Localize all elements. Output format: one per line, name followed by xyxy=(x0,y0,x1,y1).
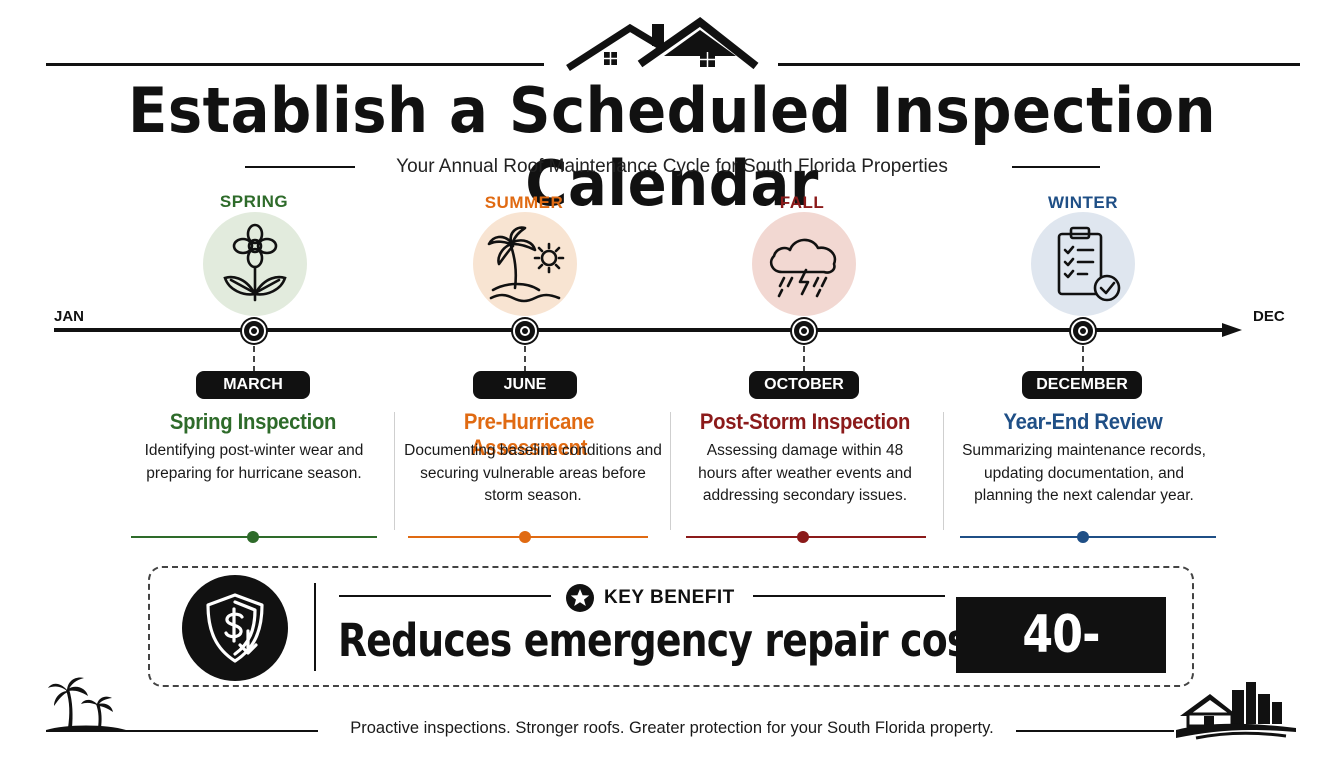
stage-underline-dot-spring xyxy=(247,531,259,543)
stage-underline-dot-summer xyxy=(519,531,531,543)
column-divider xyxy=(943,412,944,530)
stage-description-spring: Identifying post-winter wear and prepari… xyxy=(144,442,364,482)
page-subtitle: Your Annual Roof Maintenance Cycle for S… xyxy=(396,156,948,177)
flower-icon xyxy=(203,212,307,316)
stage-title-winter: Year-End Review xyxy=(1003,409,1163,434)
key-benefit-text: KEY BENEFIT xyxy=(604,587,735,608)
footer-rule-left xyxy=(46,730,318,732)
timeline-node-october xyxy=(792,319,816,343)
benefit-value: 40-60% xyxy=(956,597,1166,741)
stage-title-fall: Post-Storm Inspection xyxy=(699,409,911,434)
timeline-end-label: DEC xyxy=(1253,308,1285,325)
month-badge-march: MARCH xyxy=(196,371,310,399)
storm-cloud-icon xyxy=(752,212,856,316)
palm-tree-sun-icon xyxy=(473,212,577,316)
timeline-node-march xyxy=(242,319,266,343)
page-title: Establish a Scheduled Inspection Calenda… xyxy=(127,74,1217,220)
key-benefit-label: KEY BENEFIT xyxy=(566,584,735,612)
season-label-summer: SUMMER xyxy=(484,193,564,212)
timeline-axis xyxy=(54,321,1244,339)
stage-title-spring: Spring Inspection xyxy=(169,409,337,434)
connector-june xyxy=(524,346,526,372)
timeline-node-december xyxy=(1071,319,1095,343)
stage-description-fall: Assessing damage within 48 hours after w… xyxy=(698,442,912,504)
stage-title-summer: Pre-Hurricane Assessment xyxy=(463,409,595,460)
key-benefit-panel xyxy=(148,566,1194,687)
subtitle-rule-right xyxy=(1012,166,1100,168)
benefit-rule-left xyxy=(339,595,551,597)
house-skyline-icon xyxy=(1176,680,1296,742)
header-rule-right xyxy=(778,63,1300,66)
stage-underline-dot-winter xyxy=(1077,531,1089,543)
benefit-statement: Reduces emergency repair costs by xyxy=(338,614,1071,667)
month-badge-october: OCTOBER xyxy=(749,371,859,399)
star-badge-icon xyxy=(566,584,594,612)
subtitle-rule-left xyxy=(245,166,355,168)
benefit-divider xyxy=(314,583,316,671)
month-badge-december: DECEMBER xyxy=(1022,371,1142,399)
timeline-start-label: JAN xyxy=(54,308,85,325)
season-label-spring: SPRING xyxy=(219,192,289,211)
footer-rule-right xyxy=(1016,730,1174,732)
clipboard-check-icon xyxy=(1031,212,1135,316)
season-label-winter: WINTER xyxy=(1047,193,1119,212)
month-badge-june: JUNE xyxy=(473,371,577,399)
column-divider xyxy=(670,412,671,530)
connector-october xyxy=(803,346,805,372)
shield-dollar-down-icon xyxy=(182,575,288,681)
connector-december xyxy=(1082,346,1084,372)
connector-march xyxy=(253,346,255,372)
footer-tagline: Proactive inspections. Stronger roofs. G… xyxy=(350,719,994,737)
timeline-node-june xyxy=(513,319,537,343)
benefit-rule-right xyxy=(753,595,945,597)
header-rule-left xyxy=(46,63,544,66)
season-label-fall: FALL xyxy=(779,193,825,212)
palm-trees-icon xyxy=(46,672,126,732)
stage-description-summer: Documenting baseline conditions and secu… xyxy=(404,442,662,504)
house-roof-icon xyxy=(560,16,760,76)
stage-underline-dot-fall xyxy=(797,531,809,543)
stage-description-winter: Summarizing maintenance records, updatin… xyxy=(962,442,1206,504)
column-divider xyxy=(394,412,395,530)
